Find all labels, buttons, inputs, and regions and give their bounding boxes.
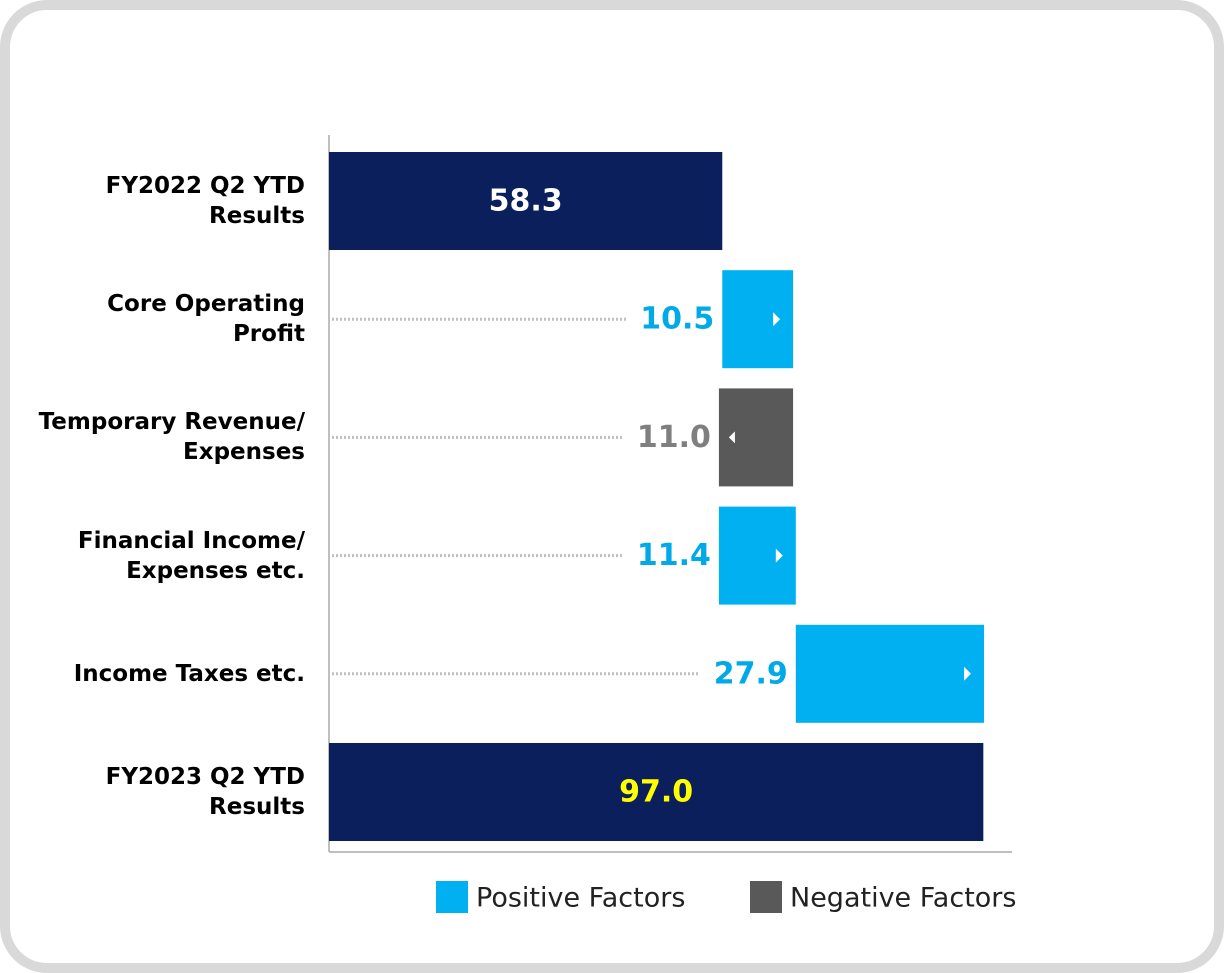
bar (329, 152, 723, 250)
legend-label: Positive Factors (476, 883, 685, 914)
value-label: 10.5 (640, 302, 714, 337)
category-label: Core Operating Profit (107, 291, 305, 348)
direction-arrow (728, 431, 735, 444)
value-label: 97.0 (619, 775, 693, 810)
direction-arrow (775, 548, 783, 563)
value-label: 27.9 (714, 656, 788, 691)
category-label: FY2022 Q2 YTD Results (105, 173, 305, 229)
direction-arrow (773, 312, 781, 327)
legend-swatch (750, 881, 782, 913)
category-label: Financial Income/ Expenses etc. (77, 527, 305, 584)
value-label: 11.4 (637, 538, 711, 573)
legend-label: Negative Factors (790, 883, 1016, 914)
category-label: FY2023 Q2 YTD Results (105, 764, 305, 820)
legend-swatch (436, 881, 468, 913)
bar (722, 270, 794, 369)
bar (795, 624, 984, 723)
category-label: Income Taxes etc. (73, 660, 305, 687)
bar (329, 743, 984, 841)
bar (718, 506, 796, 605)
direction-arrow (964, 666, 971, 681)
category-label: Temporary Revenue/ Expenses (38, 409, 305, 466)
value-label: 11.0 (637, 420, 711, 455)
value-label: 58.3 (489, 184, 563, 219)
